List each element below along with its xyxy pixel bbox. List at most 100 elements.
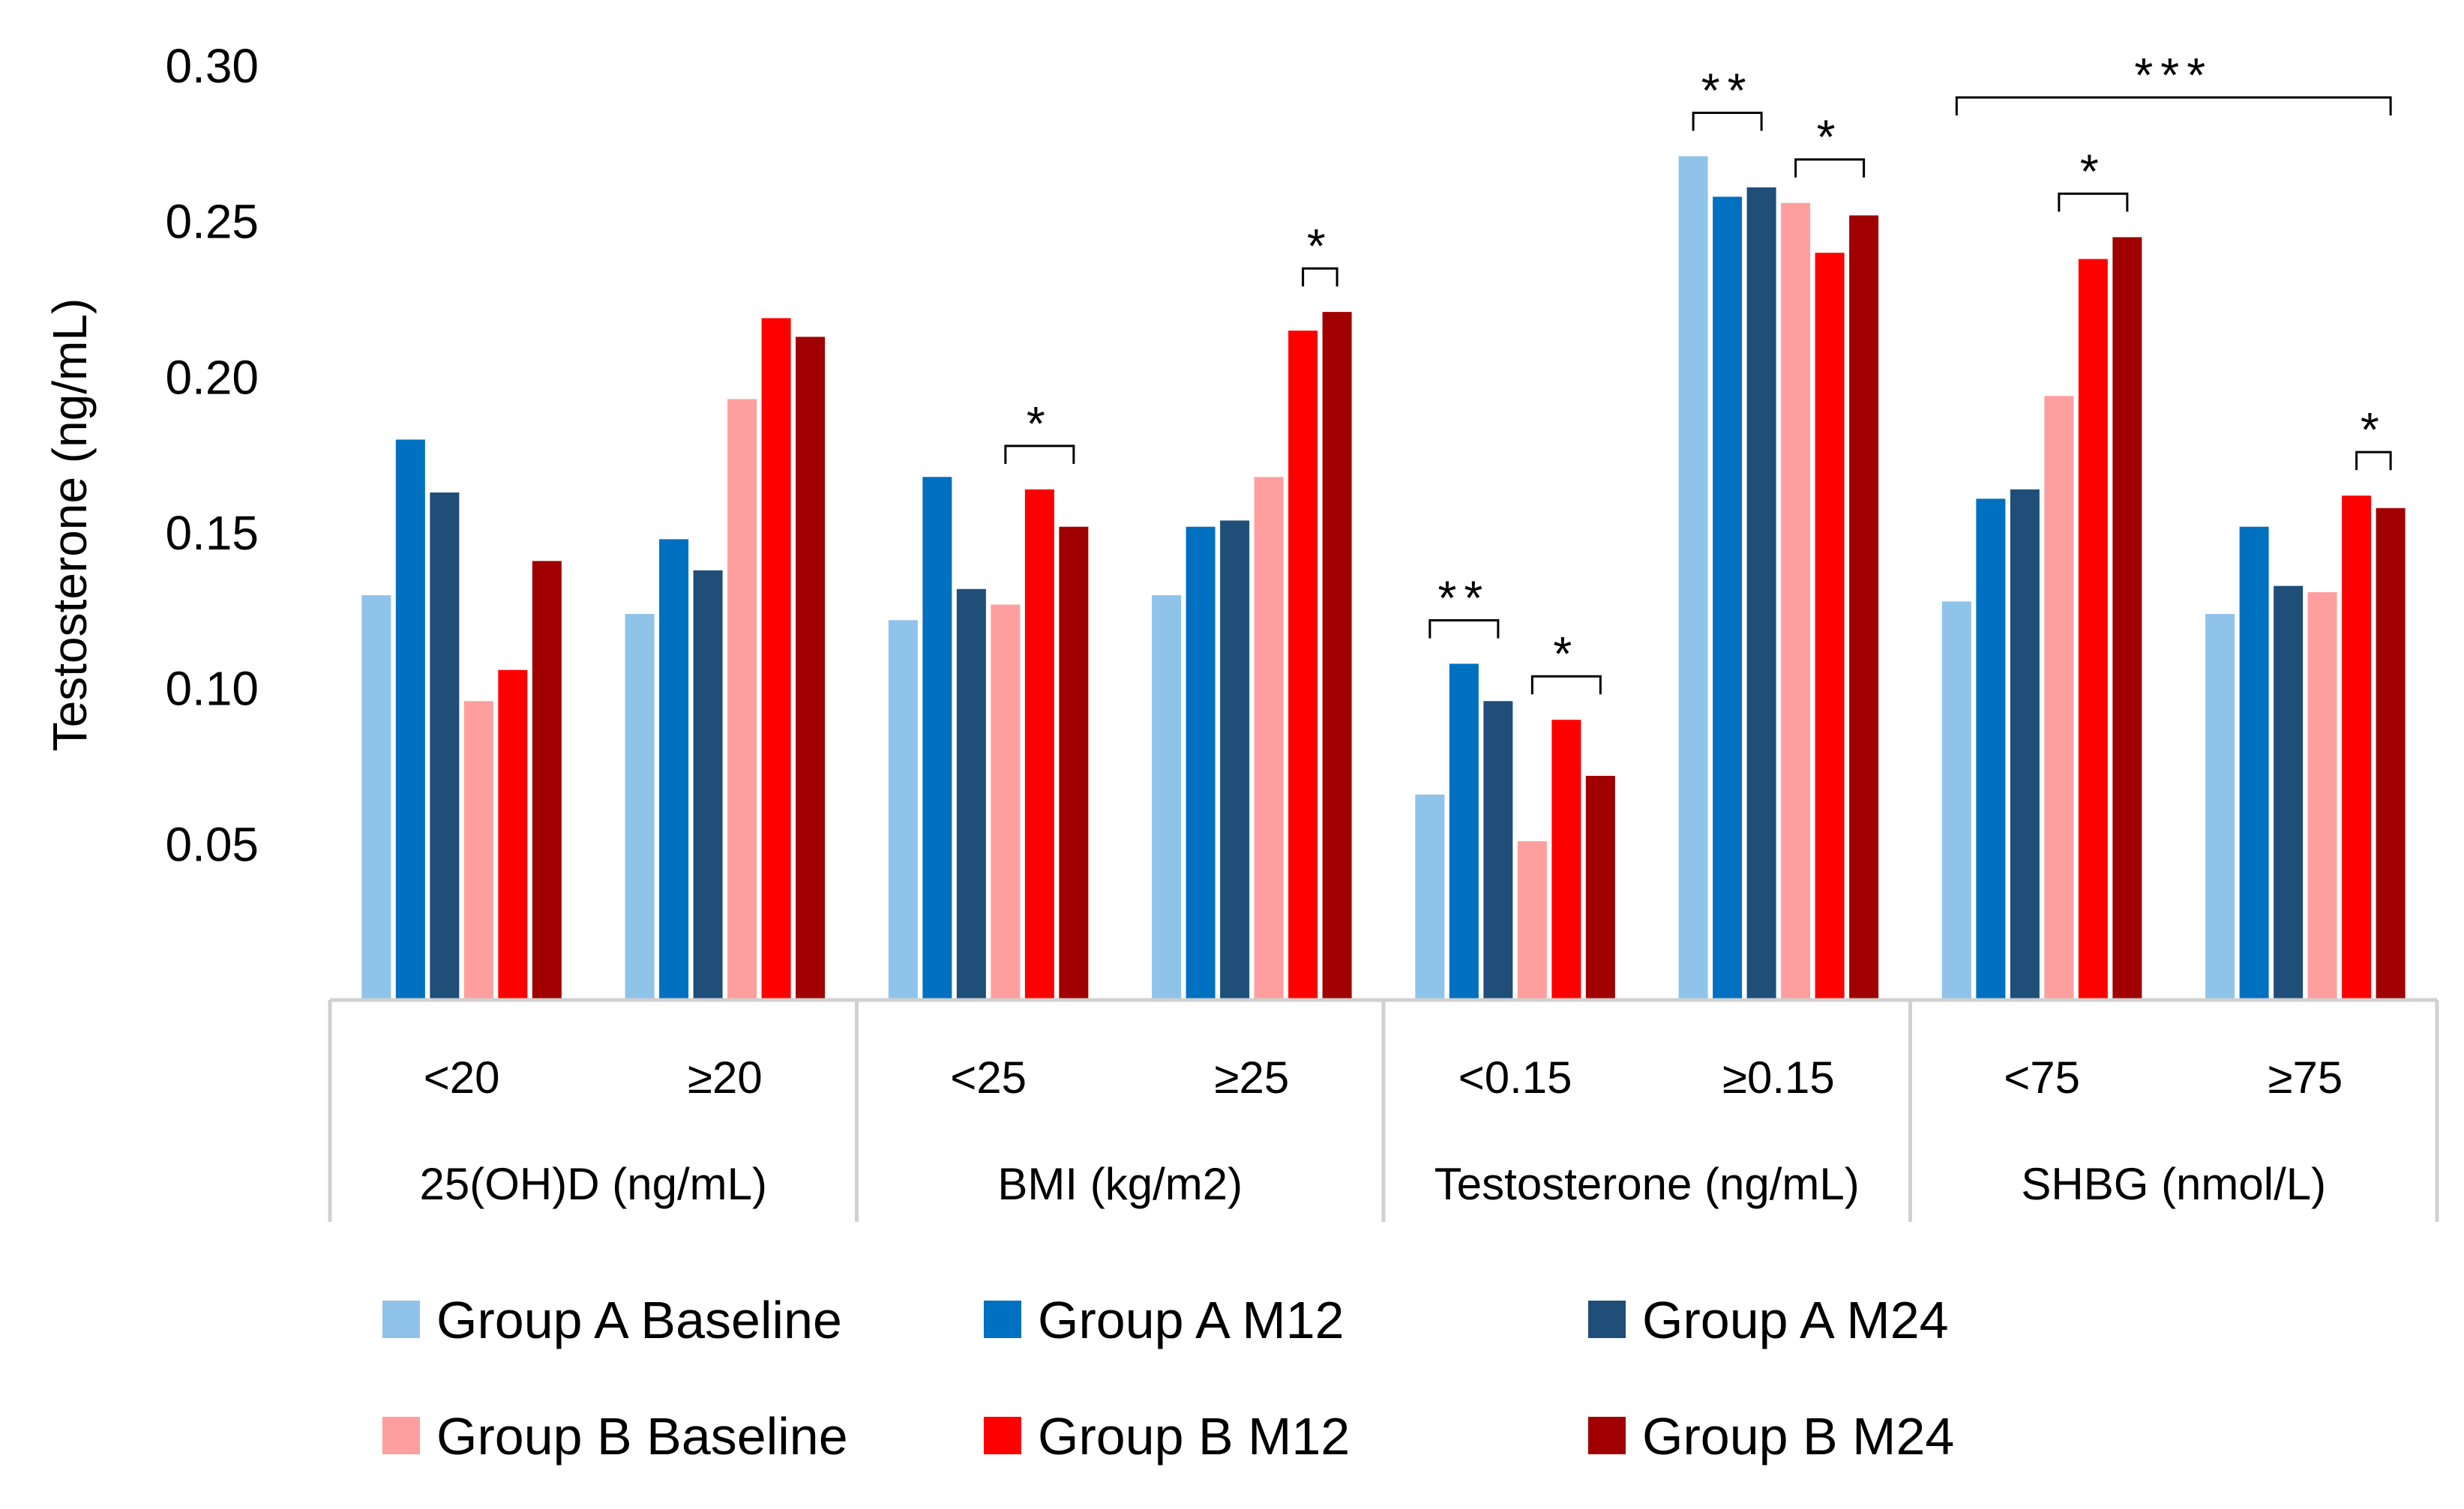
bar bbox=[761, 318, 791, 1000]
significance-bracket bbox=[2058, 192, 2129, 212]
bar bbox=[922, 477, 952, 1000]
legend-swatch bbox=[1588, 1417, 1626, 1454]
category-label: <20 bbox=[424, 1052, 500, 1103]
category-label: ≥25 bbox=[1215, 1052, 1290, 1103]
bar bbox=[2239, 526, 2269, 1000]
legend-swatch bbox=[1588, 1301, 1626, 1338]
legend-swatch bbox=[984, 1301, 1021, 1338]
bar bbox=[2274, 585, 2304, 1000]
category-label: <75 bbox=[2004, 1052, 2080, 1103]
bar bbox=[1941, 601, 1971, 1000]
significance-label: * bbox=[1553, 627, 1579, 681]
bar bbox=[532, 561, 562, 1000]
significance-label: ** bbox=[1437, 570, 1490, 624]
bars bbox=[361, 156, 2406, 1001]
bar bbox=[1746, 187, 1776, 1001]
significance-bracket bbox=[2355, 451, 2392, 471]
bar bbox=[1781, 202, 1811, 1000]
legend-label: Group A M12 bbox=[1038, 1291, 1344, 1349]
y-tick-label: 0.30 bbox=[165, 39, 259, 93]
significance-label: * bbox=[2080, 144, 2106, 198]
legend-label: Group B M12 bbox=[1038, 1407, 1350, 1466]
y-tick-label: 0.25 bbox=[165, 195, 259, 249]
bar bbox=[1254, 477, 1284, 1000]
legend: Group A Baseline Group A M12 Group A M24 Gr… bbox=[382, 1291, 1954, 1466]
y-axis-title-group: Testosterone (ng/mL) bbox=[43, 298, 97, 752]
bar bbox=[430, 493, 460, 1000]
bar bbox=[1152, 595, 1182, 1000]
bar bbox=[659, 539, 689, 1000]
legend-label: Group B Baseline bbox=[436, 1407, 848, 1466]
bar bbox=[1024, 489, 1054, 1000]
y-axis-title: Testosterone (ng/mL) bbox=[43, 298, 97, 752]
bar bbox=[1976, 499, 2006, 1000]
significance-bracket bbox=[1004, 445, 1075, 464]
y-tick-label: 0.10 bbox=[165, 662, 259, 716]
bar bbox=[2112, 237, 2142, 1000]
bar bbox=[991, 604, 1021, 1000]
bar bbox=[1449, 663, 1479, 1000]
bar bbox=[361, 595, 391, 1000]
group-label: 25(OH)D (ng/mL) bbox=[420, 1159, 767, 1209]
legend-swatch bbox=[382, 1301, 420, 1338]
significance-label: ** bbox=[1701, 63, 1754, 117]
legend-label: Group A M24 bbox=[1642, 1291, 1949, 1349]
bar bbox=[888, 620, 918, 1000]
bar bbox=[1415, 794, 1445, 1000]
bar bbox=[2205, 613, 2235, 1000]
y-tick-label: 0.05 bbox=[165, 817, 259, 871]
bar bbox=[395, 439, 425, 1000]
legend-swatch bbox=[984, 1417, 1021, 1454]
significance-label: * bbox=[1817, 110, 1843, 164]
y-axis-ticks: 0.05 0.10 0.15 0.20 0.25 0.30 bbox=[165, 39, 259, 871]
significance-label: * bbox=[1307, 219, 1333, 273]
y-tick-label: 0.15 bbox=[165, 506, 259, 560]
legend-label: Group A Baseline bbox=[436, 1291, 842, 1349]
significance-annotations: ************* bbox=[1004, 48, 2392, 695]
bar bbox=[1585, 775, 1615, 1000]
bar bbox=[498, 669, 528, 1000]
bar bbox=[2342, 496, 2372, 1000]
bar bbox=[625, 613, 655, 1000]
bar bbox=[1713, 196, 1743, 1001]
significance-label: * bbox=[2361, 403, 2387, 457]
bar bbox=[463, 701, 493, 1000]
bar bbox=[1322, 312, 1352, 1000]
bar bbox=[1551, 720, 1581, 1000]
bar bbox=[1220, 520, 1250, 1000]
significance-bracket bbox=[1692, 111, 1763, 131]
bar bbox=[956, 588, 986, 1000]
bar bbox=[1288, 331, 1318, 1000]
y-tick-label: 0.20 bbox=[165, 350, 259, 404]
legend-label: Group B M24 bbox=[1642, 1407, 1954, 1466]
category-label: ≥20 bbox=[688, 1052, 763, 1103]
significance-bracket bbox=[1530, 675, 1602, 695]
significance-bracket bbox=[1302, 267, 1338, 287]
bar bbox=[2376, 507, 2406, 1000]
significance-bracket bbox=[1794, 158, 1866, 178]
bar bbox=[796, 337, 826, 1001]
significance-bracket bbox=[1428, 618, 1500, 639]
bar bbox=[1678, 156, 1708, 1001]
bar bbox=[693, 570, 723, 1000]
significance-label: * bbox=[1027, 397, 1053, 451]
bar bbox=[1059, 526, 1089, 1000]
category-label: ≥75 bbox=[2268, 1052, 2343, 1103]
group-label: SHBG (nmol/L) bbox=[2021, 1159, 2326, 1209]
significance-label: *** bbox=[2134, 48, 2213, 102]
significance-bracket bbox=[1955, 96, 2392, 115]
bar bbox=[2078, 259, 2108, 1000]
bar bbox=[1483, 701, 1513, 1000]
bar bbox=[2010, 489, 2040, 1000]
bar bbox=[1517, 841, 1547, 1000]
group-label: Testosterone (ng/mL) bbox=[1434, 1159, 1860, 1209]
legend-swatch bbox=[382, 1417, 420, 1454]
category-label: <25 bbox=[950, 1052, 1027, 1103]
bar bbox=[727, 399, 757, 1000]
bar bbox=[2307, 591, 2337, 1000]
bar bbox=[1849, 215, 1879, 1000]
group-label: BMI (kg/m2) bbox=[997, 1159, 1242, 1209]
category-label: ≥0.15 bbox=[1722, 1052, 1835, 1103]
